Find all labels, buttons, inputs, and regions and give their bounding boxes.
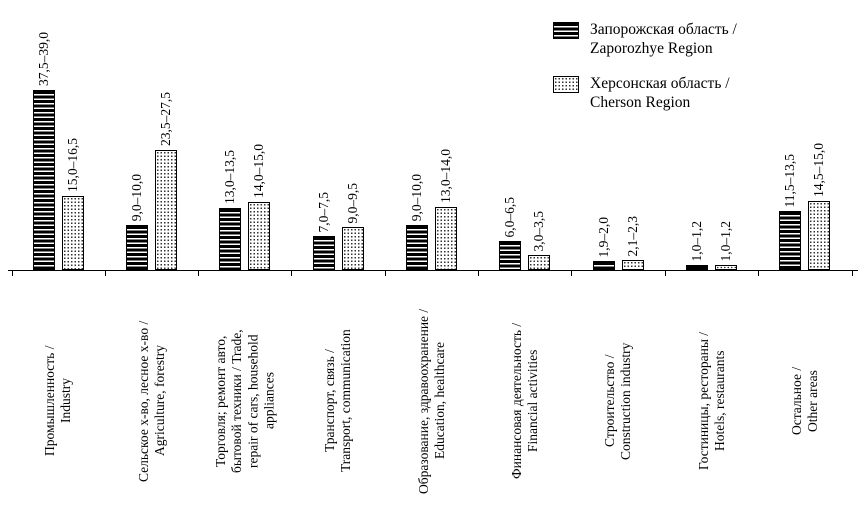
bar-value-label: 14,0–15,0 xyxy=(251,144,267,198)
legend-label-zaporozhye: Запорожская область / Zaporozhye Region xyxy=(590,20,737,59)
bar-value-label: 3,0–3,5 xyxy=(531,210,547,252)
bar-group: 1,9–2,0 2,1–2,3 xyxy=(572,0,665,270)
axis-tick xyxy=(384,271,386,276)
bar-value-label: 13,0–14,0 xyxy=(437,149,453,203)
category-label: Финансовая деятельность / Financial activ… xyxy=(479,277,572,527)
bar-zaporozhye[interactable] xyxy=(499,241,522,270)
bar-cherson[interactable] xyxy=(808,201,831,270)
category-label: Гостиницы, рестораны / Hotels, restaurant… xyxy=(665,277,758,527)
bar-value-label: 9,0–10,0 xyxy=(128,173,144,221)
bar-value-label: 14,5–15,0 xyxy=(811,143,827,197)
category-label: Строительство / Construction industry xyxy=(572,277,665,527)
bar-value-label: 37,5–39,0 xyxy=(35,32,51,86)
category-label-text: Гостиницы, рестораны / Hotels, restaurant… xyxy=(695,331,727,471)
category-label: Промышленность / Industry xyxy=(12,277,105,527)
bar-value-label: 15,0–16,5 xyxy=(64,138,80,192)
bar-group: 7,0–7,5 9,0–9,5 xyxy=(292,0,385,270)
axis-tick xyxy=(571,271,573,276)
bar-zaporozhye[interactable] xyxy=(219,208,242,270)
legend-item-zaporozhye: Запорожская область / Zaporozhye Region xyxy=(553,20,737,59)
bar-zaporozhye[interactable] xyxy=(592,261,615,270)
bar-value-label: 9,0–9,5 xyxy=(344,182,360,224)
category-label: Торговля; ремонт авто, бытовой техники / … xyxy=(199,277,292,527)
bar-value-label: 11,5–13,5 xyxy=(782,153,798,208)
bar-value-label: 1,0–1,2 xyxy=(717,220,733,262)
bar-value-label: 23,5–27,5 xyxy=(157,92,173,146)
axis-tick xyxy=(291,271,293,276)
bar-group: 6,0–6,5 3,0–3,5 xyxy=(479,0,572,270)
bar-zaporozhye[interactable] xyxy=(32,90,55,270)
bar-group: 9,0–10,0 23,5–27,5 xyxy=(105,0,198,270)
bar-zaporozhye[interactable] xyxy=(685,265,708,270)
bar-group: 37,5–39,0 15,0–16,5 xyxy=(12,0,105,270)
legend-label-zaporozhye-en: Zaporozhye Region xyxy=(590,40,713,58)
bar-zaporozhye[interactable] xyxy=(405,225,428,270)
category-label-text: Транспорт, связь / Transport, communicati… xyxy=(322,329,354,473)
category-label-text: Строительство / Construction industry xyxy=(602,342,634,460)
category-label: Транспорт, связь / Transport, communicati… xyxy=(292,277,385,527)
bar-group: 11,5–13,5 14,5–15,0 xyxy=(759,0,852,270)
bar-value-label: 9,0–10,0 xyxy=(408,173,424,221)
category-label: Остальное / Other areas xyxy=(759,277,852,527)
category-label: Образование, здравоохранение / Education,… xyxy=(385,277,478,527)
axis-tick xyxy=(198,271,200,276)
bar-group: 13,0–13,5 14,0–15,0 xyxy=(199,0,292,270)
cherson-pattern-swatch xyxy=(553,75,579,93)
bar-cherson[interactable] xyxy=(154,150,177,270)
bar-value-label: 1,0–1,2 xyxy=(688,220,704,262)
legend-item-cherson: Херсонская область / Cherson Region xyxy=(553,74,737,113)
category-label-text: Торговля; ремонт авто, бытовой техники / … xyxy=(212,329,277,473)
bar-zaporozhye[interactable] xyxy=(779,211,802,270)
legend-label-cherson: Херсонская область / Cherson Region xyxy=(590,74,730,113)
legend-label-cherson-ru: Херсонская область / xyxy=(590,74,730,92)
bar-value-label: 6,0–6,5 xyxy=(502,196,518,238)
category-label: Сельское х-во, лесное х-во / Agriculture,… xyxy=(105,277,198,527)
bar-value-label: 13,0–13,5 xyxy=(222,150,238,204)
axis-tick xyxy=(11,271,13,276)
axis-ticks xyxy=(11,271,853,277)
category-label-text: Остальное / Other areas xyxy=(789,366,821,436)
bar-cherson[interactable] xyxy=(528,255,551,270)
bar-cherson[interactable] xyxy=(434,207,457,270)
bar-group: 1,0–1,2 1,0–1,2 xyxy=(665,0,758,270)
axis-tick xyxy=(851,271,853,276)
legend-label-zaporozhye-ru: Запорожская область / xyxy=(590,21,737,38)
bar-zaporozhye[interactable] xyxy=(312,236,335,270)
axis-tick xyxy=(758,271,760,276)
legend-label-cherson-en: Cherson Region xyxy=(590,94,691,112)
bar-value-label: 7,0–7,5 xyxy=(315,191,331,233)
bar-cherson[interactable] xyxy=(621,260,644,270)
bar-value-label: 2,1–2,3 xyxy=(624,215,640,257)
bar-group: 9,0–10,0 13,0–14,0 xyxy=(385,0,478,270)
category-label-text: Промышленность / Industry xyxy=(42,345,74,457)
category-label-text: Сельское х-во, лесное х-во / Agriculture,… xyxy=(135,320,167,482)
axis-tick xyxy=(664,271,666,276)
bar-zaporozhye[interactable] xyxy=(125,225,148,270)
category-label-text: Образование, здравоохранение / Education,… xyxy=(415,308,447,494)
bar-cherson[interactable] xyxy=(714,265,737,270)
bar-value-label: 1,9–2,0 xyxy=(595,216,611,258)
zaporozhye-pattern-swatch xyxy=(553,22,579,39)
bar-cherson[interactable] xyxy=(61,196,84,270)
plot-area: 37,5–39,0 15,0–16,5 9,0–10,0 23,5–27,5 13,0–… xyxy=(12,0,852,270)
x-axis-line xyxy=(8,270,858,271)
category-axis-labels: Промышленность / Industry Сельское х-во, л… xyxy=(12,277,852,527)
category-label-text: Финансовая деятельность / Financial activ… xyxy=(509,322,541,480)
axis-tick xyxy=(478,271,480,276)
bar-cherson[interactable] xyxy=(341,227,364,270)
legend: Запорожская область / Zaporozhye Region … xyxy=(553,20,737,128)
bar-cherson[interactable] xyxy=(248,202,271,270)
axis-tick xyxy=(104,271,106,276)
